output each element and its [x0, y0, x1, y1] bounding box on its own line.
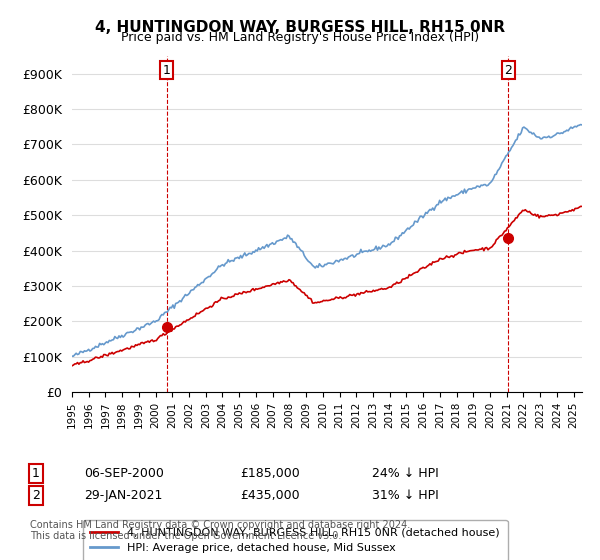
Text: 06-SEP-2000: 06-SEP-2000: [84, 466, 164, 480]
Text: 2: 2: [32, 489, 40, 502]
Text: Contains HM Land Registry data © Crown copyright and database right 2024.
This d: Contains HM Land Registry data © Crown c…: [30, 520, 410, 542]
Text: £185,000: £185,000: [240, 466, 300, 480]
Text: 31% ↓ HPI: 31% ↓ HPI: [372, 489, 439, 502]
Text: 1: 1: [163, 64, 171, 77]
Legend: 4, HUNTINGDON WAY, BURGESS HILL, RH15 0NR (detached house), HPI: Average price, : 4, HUNTINGDON WAY, BURGESS HILL, RH15 0N…: [83, 520, 508, 560]
Text: 4, HUNTINGDON WAY, BURGESS HILL, RH15 0NR: 4, HUNTINGDON WAY, BURGESS HILL, RH15 0N…: [95, 20, 505, 35]
Text: 24% ↓ HPI: 24% ↓ HPI: [372, 466, 439, 480]
Text: Price paid vs. HM Land Registry's House Price Index (HPI): Price paid vs. HM Land Registry's House …: [121, 31, 479, 44]
Text: 2: 2: [504, 64, 512, 77]
Text: 1: 1: [32, 466, 40, 480]
Text: £435,000: £435,000: [240, 489, 299, 502]
Text: 29-JAN-2021: 29-JAN-2021: [84, 489, 163, 502]
